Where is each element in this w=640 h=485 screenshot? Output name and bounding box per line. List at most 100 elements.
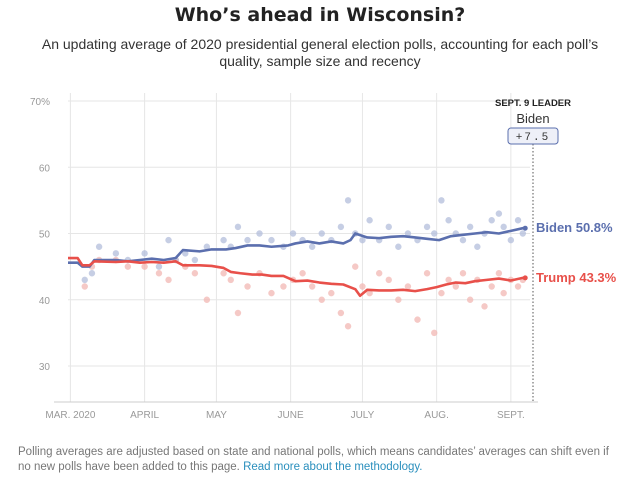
leader-heading: SEPT. 9 LEADER <box>495 98 571 109</box>
biden-poll-dot <box>445 217 452 224</box>
trump-end-dot <box>522 275 528 281</box>
biden-average-line <box>68 226 526 268</box>
leader-box: SEPT. 9 LEADER Biden +7.5 <box>495 98 571 145</box>
trump-poll-dot <box>191 270 199 277</box>
trump-poll-dot <box>514 283 522 290</box>
biden-poll-dot <box>220 236 227 244</box>
footer-text: Polling averages are adjusted based on s… <box>18 446 609 473</box>
trump-poll-dot <box>220 270 227 277</box>
biden-poll-dot <box>423 223 431 231</box>
x-tick-label: AUG. <box>424 410 448 421</box>
biden-poll-dot <box>337 223 345 231</box>
biden-poll-dot <box>112 250 120 257</box>
trump-poll-dot <box>359 283 366 290</box>
biden-poll-dot <box>431 230 438 237</box>
trump-poll-dot <box>385 276 392 284</box>
biden-end-dot <box>522 225 528 231</box>
trump-poll-dot <box>299 270 306 277</box>
polling-average-chart: Biden 50.8% Trump 43.3% 30 40 50 60 70% MAR. 2… <box>30 93 617 421</box>
y-tick-label: 70% <box>30 97 50 108</box>
biden-poll-dot <box>88 270 96 277</box>
trump-poll-dot <box>445 276 452 284</box>
biden-poll-dot <box>514 217 522 224</box>
trump-end-label: Trump 43.3% <box>536 270 617 285</box>
x-tick-label: MAY <box>206 410 227 421</box>
trump-poll-dot <box>81 283 88 290</box>
trump-poll-dot <box>268 289 275 297</box>
biden-poll-dot <box>500 223 507 231</box>
biden-poll-dot <box>359 236 366 244</box>
leader-margin-badge <box>507 127 559 145</box>
x-tick-label: MAR. 2020 <box>45 410 95 421</box>
trump-poll-dot <box>280 283 287 290</box>
footer-note: Polling averages are adjusted based on s… <box>18 445 622 475</box>
biden-poll-dot <box>395 243 402 250</box>
biden-poll-dot <box>366 217 373 224</box>
biden-poll-dot <box>81 276 88 284</box>
trump-poll-dot <box>234 309 242 317</box>
leader-name: Biden <box>516 111 549 126</box>
x-tick-label: JULY <box>351 410 375 421</box>
trump-poll-dot <box>203 296 211 303</box>
biden-poll-dot <box>203 243 211 250</box>
trump-poll-dot <box>395 296 402 303</box>
trump-poll-dot <box>141 263 148 270</box>
biden-poll-dot <box>244 236 251 244</box>
trump-poll-dot <box>481 303 488 310</box>
trump-poll-dot <box>431 329 438 337</box>
biden-poll-dot <box>459 236 467 244</box>
trump-poll-dot <box>404 283 412 290</box>
biden-poll-dot <box>488 217 495 224</box>
trump-poll-dot <box>344 323 352 330</box>
biden-poll-dot <box>519 230 527 237</box>
trump-average-line <box>68 256 526 298</box>
biden-poll-dot <box>256 230 263 237</box>
biden-poll-dot <box>191 256 199 264</box>
trump-poll-dot <box>318 296 325 303</box>
trump-poll-dot <box>488 283 495 290</box>
y-tick-label: 30 <box>39 362 51 373</box>
methodology-link[interactable]: Read more about the methodology. <box>243 461 423 473</box>
biden-poll-dot <box>182 250 189 257</box>
biden-poll-dot <box>165 236 172 244</box>
trump-poll-dot <box>466 296 474 303</box>
grid-lines <box>54 93 538 403</box>
biden-end-label: Biden 50.8% <box>536 220 613 235</box>
biden-poll-dot <box>466 223 474 231</box>
trump-poll-dot <box>227 276 234 284</box>
chart-subtitle: An updating average of 2020 presidential… <box>41 36 599 69</box>
biden-poll-dot <box>438 197 445 204</box>
biden-poll-dot <box>268 236 275 244</box>
biden-poll-dot <box>155 263 163 270</box>
biden-poll-dot <box>95 243 103 250</box>
trump-poll-dot <box>328 289 335 297</box>
trump-poll-dot <box>165 276 172 284</box>
biden-poll-dot <box>474 243 481 250</box>
x-tick-label: SEPT. <box>497 410 525 421</box>
x-tick-label: JUNE <box>278 410 304 421</box>
poll-dots <box>81 197 527 337</box>
biden-poll-dot <box>141 250 148 257</box>
trump-poll-dot <box>308 283 316 290</box>
trump-poll-dot <box>500 289 507 297</box>
biden-poll-dot <box>308 243 316 250</box>
biden-poll-dot <box>344 197 352 204</box>
trump-poll-dot <box>352 263 359 270</box>
average-lines: Biden 50.8% Trump 43.3% <box>68 144 617 402</box>
y-tick-label: 40 <box>39 296 51 307</box>
trump-poll-dot <box>337 309 345 317</box>
leader-margin: +7.5 <box>516 132 550 144</box>
trump-poll-dot <box>366 289 373 297</box>
trump-poll-dot <box>155 270 163 277</box>
trump-poll-dot <box>414 316 421 323</box>
y-tick-label: 60 <box>39 163 51 174</box>
x-tick-label: APRIL <box>130 410 159 421</box>
chart-title: Who’s ahead in Wisconsin? <box>174 4 466 26</box>
biden-poll-dot <box>507 236 515 244</box>
biden-poll-dot <box>495 210 503 217</box>
trump-poll-dot <box>452 283 459 290</box>
trump-poll-dot <box>244 283 251 290</box>
trump-poll-dot <box>423 270 431 277</box>
biden-poll-dot <box>318 230 325 237</box>
trump-poll-dot <box>495 270 503 277</box>
